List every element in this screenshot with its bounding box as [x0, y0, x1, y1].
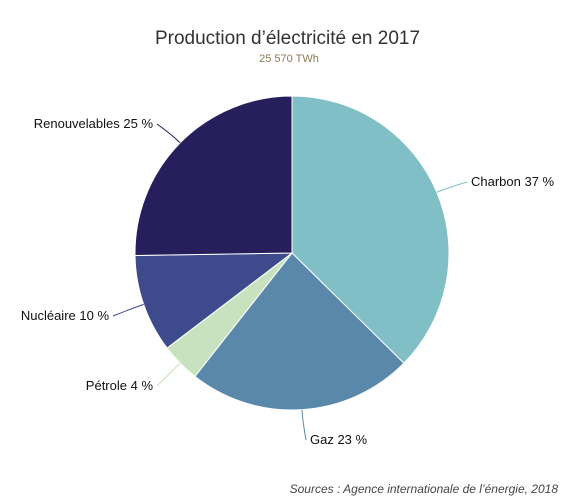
pie-slice-renouvelables	[134, 95, 293, 256]
leader-line-petrole	[156, 362, 181, 387]
leader-line-nucleaire	[112, 303, 144, 317]
leader-line-charbon	[436, 181, 468, 193]
leader-line-renouvelables	[156, 123, 181, 144]
pie-data-labels: Charbon 37 % Gaz 23 % Pétrole 4 % Nucléaire…	[21, 116, 555, 447]
data-label-gaz: Gaz 23 %	[310, 432, 368, 447]
chart-title: Production d’électricité en 2017	[154, 28, 421, 49]
pie-leader-lines	[112, 123, 468, 441]
data-label-petrole: Pétrole 4 %	[86, 378, 154, 393]
data-label-charbon: Charbon 37 %	[471, 174, 555, 189]
chart-subtitle: 25 570 TWh	[259, 53, 319, 65]
data-label-renouvelables: Renouvelables 25 %	[34, 116, 154, 131]
leader-line-gaz	[301, 409, 307, 441]
pie-slices	[134, 95, 450, 411]
data-label-nucleaire: Nucléaire 10 %	[21, 308, 110, 323]
source-note: Sources : Agence internationale de l’éne…	[289, 482, 558, 496]
